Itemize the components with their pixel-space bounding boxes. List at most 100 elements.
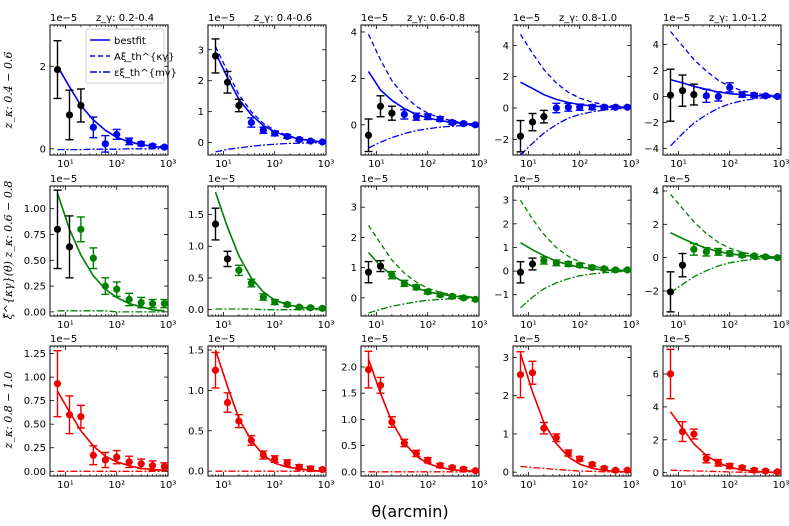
- data-point: [259, 293, 267, 301]
- y-tick-label: 4: [653, 187, 659, 198]
- row-label-z-kappa: ξ̂^{κγ}(θ) z_κ: 0.6 − 0.8: [2, 181, 15, 320]
- data-point: [400, 279, 408, 287]
- data-point: [412, 283, 420, 291]
- data-point: [471, 121, 479, 129]
- x-tick-label: 10³: [160, 159, 177, 170]
- data-point: [113, 130, 121, 138]
- panel-r1-c1: 10¹ 10² 10³ 0 2 1e−5 z_γ: 0.2-0.4: [40, 13, 177, 170]
- e-term-line: [670, 257, 778, 294]
- data-point: [623, 266, 631, 274]
- x-tick-label: 10²: [108, 320, 125, 331]
- y-tick-label: 2: [351, 233, 357, 244]
- data-point: [412, 449, 420, 458]
- offset-text: 1e−5: [361, 13, 388, 24]
- data-point: [65, 111, 74, 119]
- data-point: [666, 370, 675, 378]
- data-point: [400, 110, 408, 118]
- data-point: [306, 137, 315, 145]
- legend-box: [85, 28, 165, 84]
- y-tick-label: 6: [653, 369, 659, 380]
- axes-frame: [49, 185, 169, 317]
- data-point: [53, 380, 62, 388]
- offset-text: 1e−5: [663, 174, 690, 185]
- data-point: [89, 451, 97, 459]
- y-tick-label: 3: [503, 196, 509, 207]
- y-tick-label: 0: [351, 293, 357, 304]
- data-point: [113, 453, 121, 461]
- data-point: [125, 295, 133, 304]
- y-tick-label: 4: [351, 27, 357, 38]
- x-tick-label: 10³: [471, 480, 488, 491]
- legend: bestfit Aξ_th^{κγ} εξ_th^{mγ}: [85, 28, 177, 84]
- data-point: [623, 103, 631, 111]
- data-point: [160, 143, 168, 151]
- data-point: [148, 142, 157, 150]
- offset-text: 1e−5: [208, 174, 235, 185]
- data-point: [600, 103, 608, 111]
- data-point: [125, 137, 133, 145]
- data-point: [137, 460, 145, 468]
- data-point: [552, 434, 560, 442]
- data-point: [295, 135, 303, 144]
- data-point: [211, 52, 220, 60]
- a-term-line: [670, 31, 778, 97]
- axes-frame: [49, 345, 169, 477]
- y-tick-label: −2: [644, 118, 659, 129]
- x-tick-label: 10²: [266, 480, 283, 491]
- x-tick-label: 10²: [721, 320, 738, 331]
- x-tick-label: 10³: [471, 320, 488, 331]
- x-tick-label: 10¹: [670, 480, 687, 491]
- data-point: [376, 262, 385, 270]
- bestfit-line: [56, 390, 165, 472]
- data-point: [223, 78, 232, 86]
- y-tick-label: 1.5: [188, 210, 204, 221]
- panel-r3-c5: 10¹ 10² 10³ 0 2 4 6 1e−5: [653, 334, 789, 491]
- panel-r1-c5: 10¹ 10² 10³ −4 −2 0 2 4 1e−5 z_γ: 1.0-1.2: [644, 13, 789, 170]
- data-point: [65, 411, 74, 419]
- y-tick-label: 3: [351, 203, 357, 214]
- data-point: [223, 398, 232, 407]
- data-point: [540, 113, 548, 121]
- a-term-line: [214, 349, 323, 472]
- data-point: [436, 461, 444, 470]
- data-point: [459, 120, 468, 128]
- data-point: [678, 87, 687, 95]
- y-tick-label: 1: [198, 107, 204, 118]
- x-tick-label: 10¹: [57, 159, 74, 170]
- data-point: [211, 366, 220, 374]
- panel-r2-c1: 10¹ 10² 10³ 0.00 0.25 0.50 0.75 1.00 1e−5: [24, 174, 177, 331]
- y-tick-label: 0.5: [188, 426, 204, 437]
- legend-a-term-label: Aξ_th^{κγ}: [114, 52, 175, 63]
- data-point: [516, 371, 525, 379]
- y-tick-label: 2: [503, 219, 509, 230]
- axes-frame: [207, 24, 327, 156]
- x-tick-label: 10¹: [57, 480, 74, 491]
- bestfit-line: [520, 81, 628, 109]
- data-point: [726, 249, 734, 258]
- a-term-line: [519, 34, 628, 109]
- data-point: [690, 245, 698, 253]
- y-tick-label: 0.00: [24, 307, 46, 318]
- x-tick-label: 10²: [721, 480, 738, 491]
- bestfit-line: [670, 78, 778, 97]
- data-point: [235, 417, 243, 425]
- x-tick-label: 10¹: [215, 320, 232, 331]
- data-point: [726, 83, 734, 91]
- x-tick-label: 10²: [266, 320, 283, 331]
- e-term-line: [57, 310, 165, 313]
- y-tick-label: 1.0: [341, 415, 357, 426]
- data-point: [773, 254, 781, 262]
- e-term-line: [670, 96, 778, 147]
- data-point: [318, 138, 326, 146]
- y-tick-label: 0.50: [24, 420, 46, 431]
- x-tick-label: 10³: [623, 320, 640, 331]
- bestfit-line: [367, 251, 476, 299]
- data-point: [564, 260, 572, 268]
- x-axis-label: θ(arcmin): [371, 502, 448, 521]
- data-point: [690, 430, 698, 438]
- y-tick-label: 0.5: [188, 273, 204, 284]
- axes-frame: [662, 185, 782, 317]
- x-tick-label: 10³: [318, 320, 335, 331]
- offset-text: 1e−5: [50, 334, 77, 345]
